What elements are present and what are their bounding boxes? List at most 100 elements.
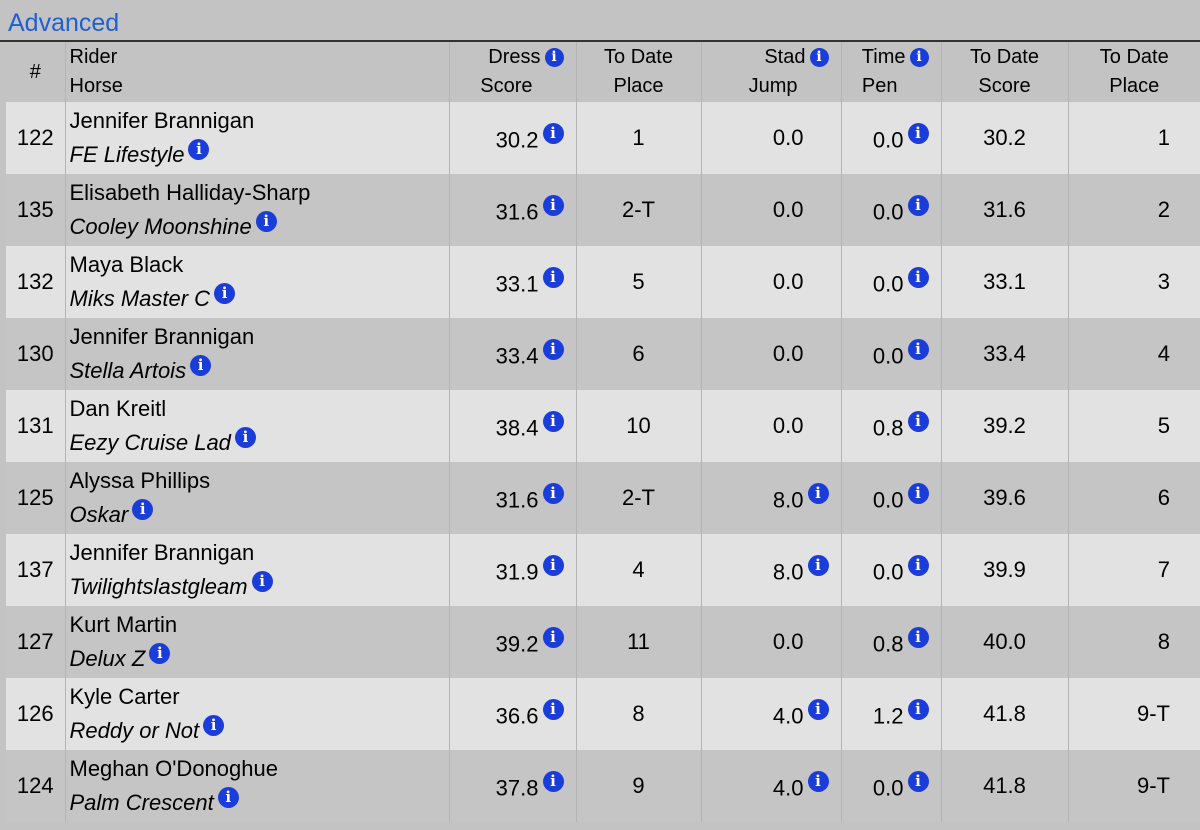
todate-place: 4 <box>576 534 702 606</box>
todate-score: 39.2 <box>941 390 1069 462</box>
table-row: 124 Meghan O'Donoghue Palm Crescent i 37.8 i 9… <box>6 750 1200 822</box>
info-icon[interactable]: i <box>132 498 154 520</box>
info-icon[interactable]: i <box>807 770 829 792</box>
info-icon[interactable]: i <box>149 642 171 664</box>
col-header-dress-score: Dress i Score <box>449 42 577 102</box>
dress-score: 31.6 i <box>449 174 577 246</box>
todate-place: 6 <box>576 318 702 390</box>
todate-place-final: 9-T <box>1068 750 1200 822</box>
stad-jump: 4.0 i <box>701 750 842 822</box>
col-header-todate-score: To Date Score <box>941 42 1069 102</box>
todate-place: 2-T <box>576 174 702 246</box>
rider-name: Dan Kreitl <box>69 396 167 421</box>
entry-number: 126 <box>6 678 66 750</box>
info-icon[interactable]: i <box>807 698 829 720</box>
time-pen: 0.8 i <box>841 606 942 678</box>
info-icon[interactable]: i <box>909 48 929 67</box>
info-icon[interactable]: i <box>907 554 929 576</box>
info-icon[interactable]: i <box>214 282 236 304</box>
info-icon[interactable]: i <box>907 338 929 360</box>
rider-horse-cell: Dan Kreitl Eezy Cruise Lad i <box>65 390 450 462</box>
rider-name: Elisabeth Halliday-Sharp <box>69 180 311 205</box>
section-title: Advanced <box>8 9 120 37</box>
todate-place: 11 <box>576 606 702 678</box>
info-icon[interactable]: i <box>807 482 829 504</box>
rider-horse-cell: Jennifer Brannigan Twilightslastgleam i <box>65 534 450 606</box>
rider-name: Kurt Martin <box>69 612 178 637</box>
stad-jump: 0.0 <box>701 246 842 318</box>
rider-horse-cell: Elisabeth Halliday-Sharp Cooley Moonshine… <box>65 174 450 246</box>
col-header-todate-place: To Date Place <box>576 42 702 102</box>
info-icon[interactable]: i <box>907 410 929 432</box>
info-icon[interactable]: i <box>188 138 210 160</box>
info-icon[interactable]: i <box>907 266 929 288</box>
horse-name: Twilightslastgleam i <box>70 570 449 604</box>
todate-score: 31.6 <box>941 174 1069 246</box>
entry-number: 135 <box>6 174 66 246</box>
info-icon[interactable]: i <box>907 698 929 720</box>
entry-number: 130 <box>6 318 66 390</box>
info-icon[interactable]: i <box>542 698 564 720</box>
col-header-rider: Rider <box>69 46 118 68</box>
info-icon[interactable]: i <box>542 410 564 432</box>
info-icon[interactable]: i <box>542 626 564 648</box>
horse-name: Oskar i <box>70 498 449 532</box>
info-icon[interactable]: i <box>807 554 829 576</box>
todate-score: 39.9 <box>941 534 1069 606</box>
time-pen: 0.0 i <box>841 462 942 534</box>
info-icon[interactable]: i <box>542 482 564 504</box>
todate-place-final: 1 <box>1068 102 1200 174</box>
entry-number: 124 <box>6 750 66 822</box>
todate-score: 33.1 <box>941 246 1069 318</box>
table-row: 126 Kyle Carter Reddy or Not i 36.6 i 8 4.0 i 1.2… <box>6 678 1200 750</box>
rider-name: Maya Black <box>69 252 184 277</box>
stad-jump: 0.0 <box>701 318 842 390</box>
info-icon[interactable]: i <box>907 122 929 144</box>
todate-place-final: 6 <box>1068 462 1200 534</box>
todate-place-final: 7 <box>1068 534 1200 606</box>
col-header-todate-place-final: To Date Place <box>1099 46 1169 97</box>
info-icon[interactable]: i <box>255 210 277 232</box>
info-icon[interactable]: i <box>251 570 273 592</box>
info-icon[interactable]: i <box>542 194 564 216</box>
info-icon[interactable]: i <box>203 714 225 736</box>
time-pen: 0.0 i <box>841 534 942 606</box>
info-icon[interactable]: i <box>809 48 829 67</box>
info-icon[interactable]: i <box>907 626 929 648</box>
stad-jump: 0.0 <box>701 606 842 678</box>
time-pen: 0.0 i <box>841 246 942 318</box>
info-icon[interactable]: i <box>542 338 564 360</box>
info-icon[interactable]: i <box>542 770 564 792</box>
todate-score: 41.8 <box>941 750 1069 822</box>
todate-place: 5 <box>576 246 702 318</box>
rider-name: Kyle Carter <box>69 684 180 709</box>
todate-place-final: 4 <box>1068 318 1200 390</box>
time-pen: 0.0 i <box>841 750 942 822</box>
info-icon[interactable]: i <box>542 266 564 288</box>
info-icon[interactable]: i <box>907 482 929 504</box>
info-icon[interactable]: i <box>544 48 564 67</box>
info-icon[interactable]: i <box>907 770 929 792</box>
info-icon[interactable]: i <box>542 122 564 144</box>
entry-number: 131 <box>6 390 66 462</box>
col-header-stad-jump: Stad i Jump <box>701 42 842 102</box>
title-divider <box>0 40 1200 42</box>
col-header-number: # <box>6 42 66 102</box>
todate-place-final: 3 <box>1068 246 1200 318</box>
table-row: 122 Jennifer Brannigan FE Lifestyle i 30.2 i 1… <box>6 102 1200 174</box>
col-header-rider-horse: Rider Horse <box>65 42 450 102</box>
info-icon[interactable]: i <box>234 426 256 448</box>
horse-name: FE Lifestyle i <box>70 138 449 172</box>
info-icon[interactable]: i <box>542 554 564 576</box>
dress-score: 30.2 i <box>449 102 577 174</box>
info-icon[interactable]: i <box>190 354 212 376</box>
todate-score: 30.2 <box>941 102 1069 174</box>
dress-score: 39.2 i <box>449 606 577 678</box>
todate-score: 33.4 <box>941 318 1069 390</box>
info-icon[interactable]: i <box>907 194 929 216</box>
entry-number: 137 <box>6 534 66 606</box>
info-icon[interactable]: i <box>217 786 239 808</box>
dress-score: 33.4 i <box>449 318 577 390</box>
